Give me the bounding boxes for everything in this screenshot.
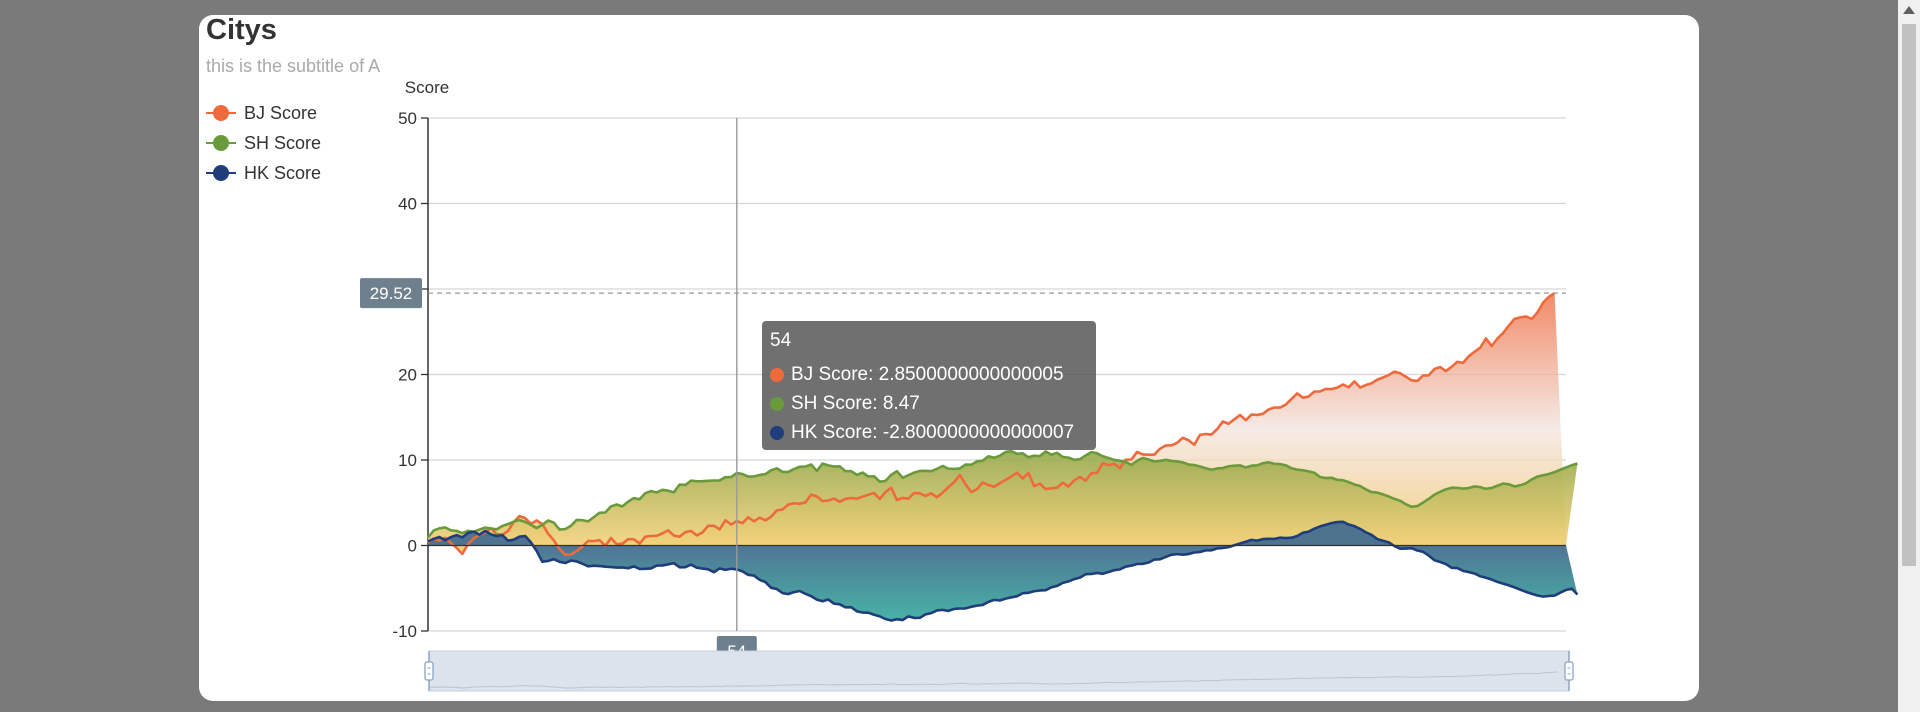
chart-legend: BJ Score SH Score HK Score — [206, 98, 321, 188]
scroll-up-icon[interactable] — [1903, 6, 1915, 14]
tooltip-text-sh: SH Score: 8.47 — [791, 392, 920, 414]
scrollbar-thumb[interactable] — [1902, 24, 1916, 566]
legend-item-hk[interactable]: HK Score — [206, 158, 321, 188]
y-tick-label: 20 — [398, 366, 417, 385]
tooltip-title: 54 — [770, 330, 792, 351]
y-tick-label: 50 — [398, 109, 417, 128]
y-tick-label: -10 — [392, 622, 417, 641]
axis-pointer-y-label: 29.52 — [370, 284, 413, 303]
tooltip-text-hk: HK Score: -2.8000000000000007 — [791, 421, 1075, 443]
series-lines — [426, 292, 1579, 622]
y-tick-label: 10 — [398, 451, 417, 470]
legend-item-bj[interactable]: BJ Score — [206, 98, 321, 128]
legend-line-sh-icon — [206, 135, 236, 151]
series-areas — [428, 293, 1578, 621]
y-tick-label: 40 — [398, 195, 417, 214]
tooltip-text-bj: BJ Score: 2.8500000000000005 — [791, 363, 1064, 385]
hk-dot-icon — [770, 425, 784, 440]
tooltip-row-hk: HK Score: -2.8000000000000007 — [770, 418, 1088, 447]
chart-title: Citys — [206, 14, 277, 46]
series-line-hk — [427, 520, 1579, 622]
series-line-sh — [426, 449, 1578, 539]
data-zoom-slider[interactable] — [424, 650, 1574, 692]
tooltip: 54 BJ Score: 2.8500000000000005 SH Score… — [762, 321, 1096, 450]
legend-label-hk: HK Score — [244, 162, 322, 183]
bj-dot-icon — [770, 367, 784, 382]
y-tick-label: 0 — [408, 537, 417, 556]
page-scrollbar[interactable] — [1898, 0, 1920, 712]
series-area-sh — [428, 451, 1578, 546]
legend-line-hk-icon — [206, 165, 236, 181]
data-zoom-preview-line — [428, 671, 1558, 689]
chart-subtitle: this is the subtitle of A — [206, 56, 381, 76]
data-zoom-right-handle-icon[interactable] — [1564, 661, 1574, 681]
series-area-hk — [428, 521, 1578, 621]
data-zoom-window[interactable] — [428, 650, 1570, 692]
tooltip-row-bj: BJ Score: 2.8500000000000005 — [770, 360, 1088, 389]
series-line-bj — [427, 292, 1556, 556]
legend-item-sh[interactable]: SH Score — [206, 128, 321, 158]
legend-label-sh: SH Score — [244, 132, 322, 153]
axis-pointer-y-label-bg — [360, 278, 422, 309]
legend-label-bj: BJ Score — [244, 102, 318, 123]
data-zoom-left-handle-icon[interactable] — [424, 661, 434, 681]
legend-line-bj-icon — [206, 105, 236, 121]
y-axis-ticks: -1001020304050 — [392, 109, 429, 641]
tooltip-row-sh: SH Score: 8.47 — [770, 389, 1088, 418]
y-axis-name: Score — [405, 78, 449, 97]
sh-dot-icon — [770, 396, 784, 411]
